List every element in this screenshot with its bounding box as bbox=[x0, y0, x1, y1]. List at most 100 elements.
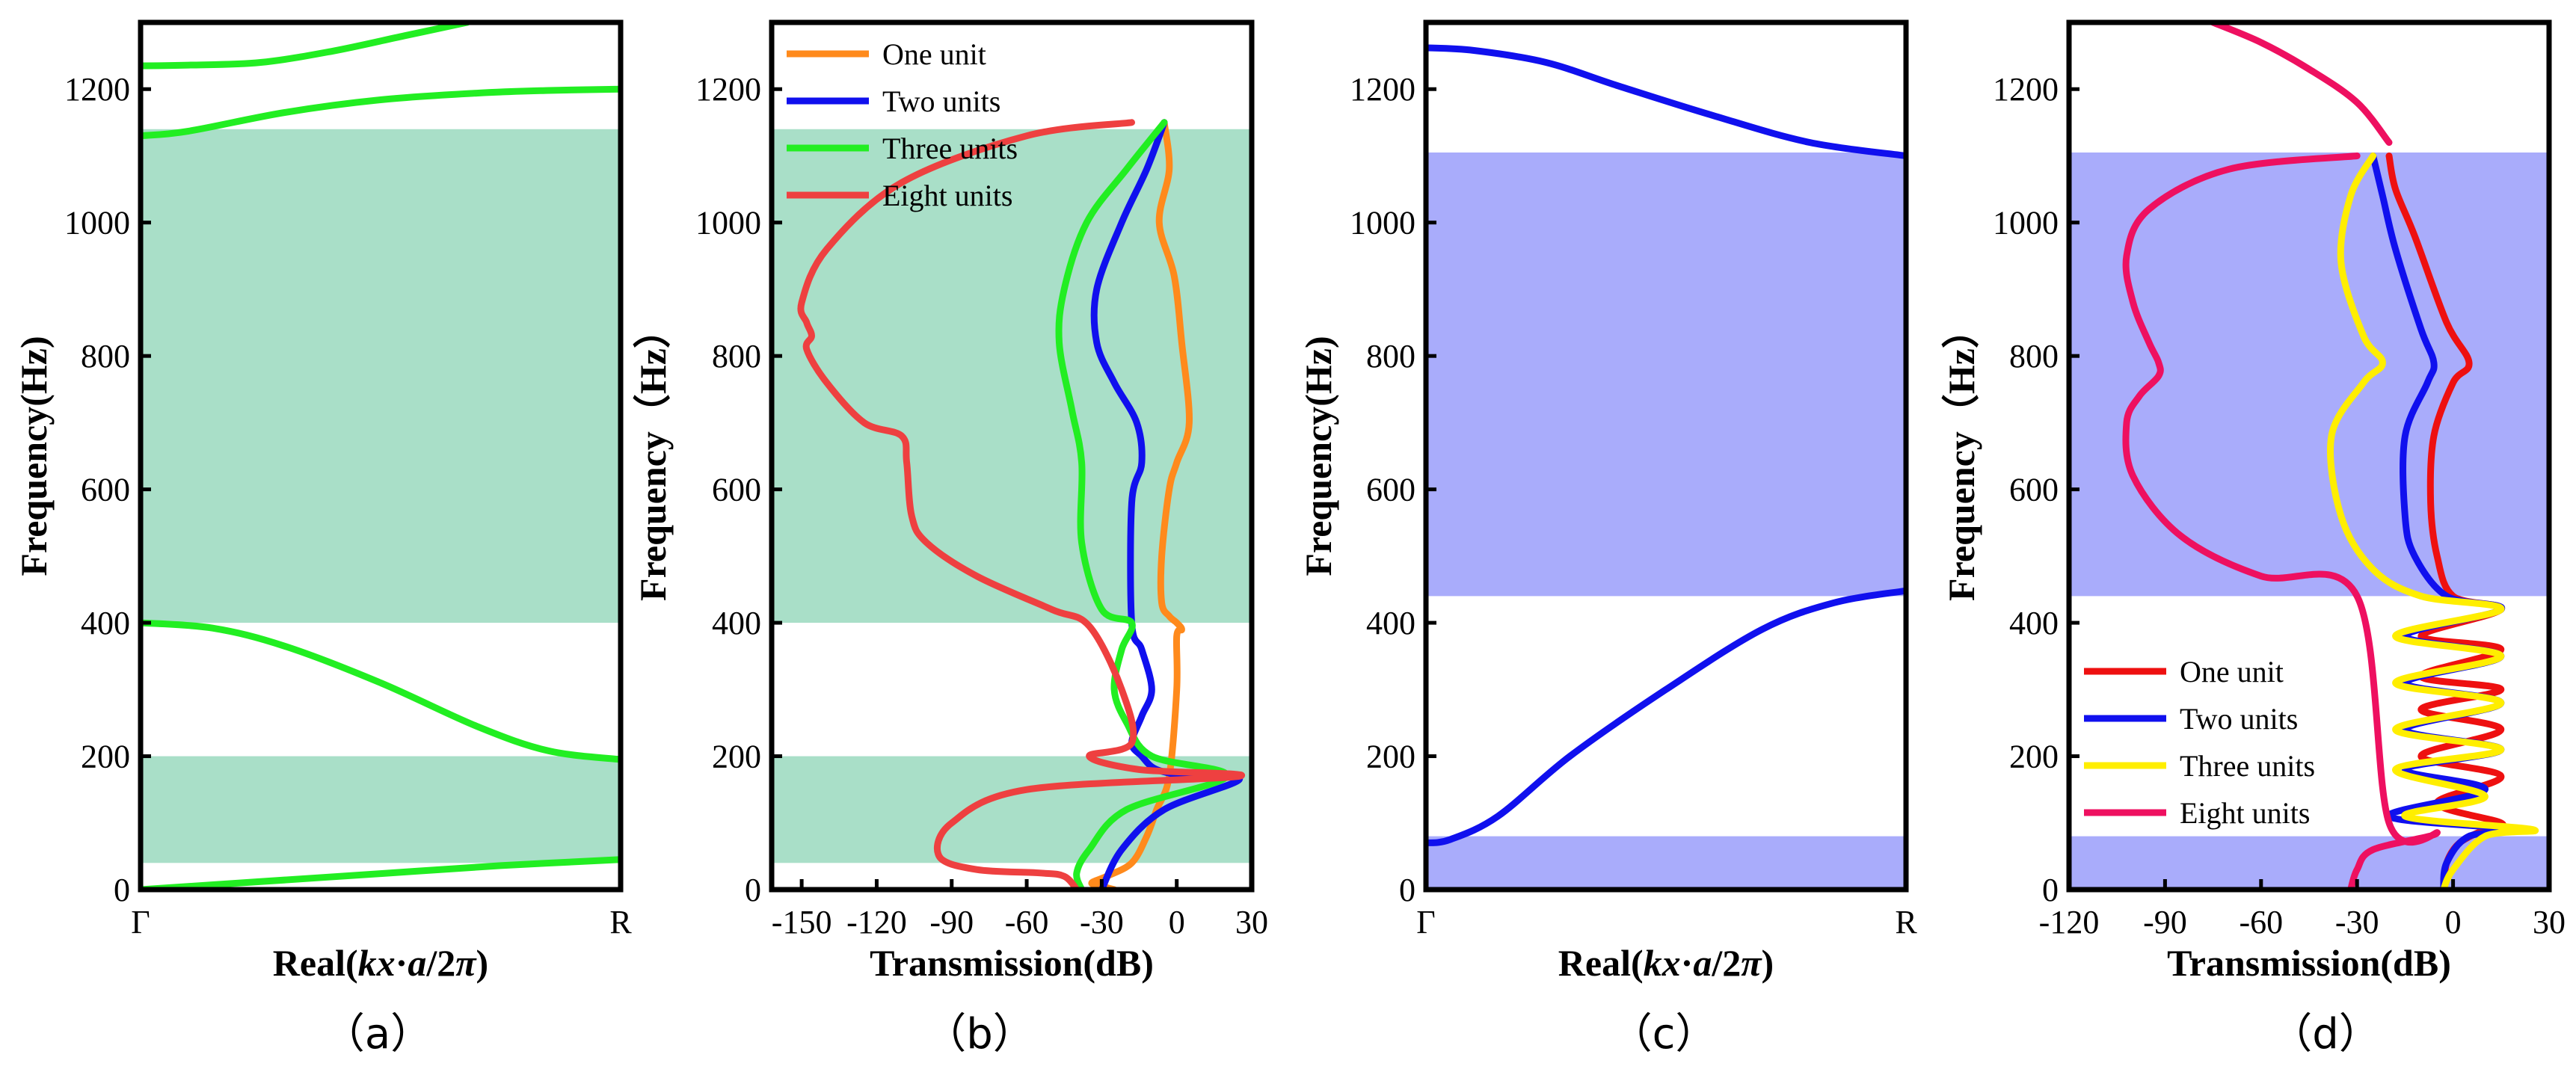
y-tick-label: 0 bbox=[745, 872, 761, 908]
x-tick-label: -90 bbox=[2143, 904, 2187, 940]
series-line-5 bbox=[2210, 22, 2393, 147]
y-tick-label: 800 bbox=[1366, 338, 1415, 375]
curves bbox=[141, 22, 621, 890]
y-tick-label: 400 bbox=[1366, 605, 1415, 641]
legend-label: Two units bbox=[2180, 702, 2298, 736]
y-tick-label: 200 bbox=[712, 739, 761, 775]
x-axis-label-part: ) bbox=[1762, 942, 1774, 984]
plot-frame bbox=[1423, 19, 1909, 893]
series-line-3 bbox=[2327, 153, 2539, 890]
series-line-3 bbox=[141, 85, 621, 140]
bandgap-region-1 bbox=[1426, 836, 1906, 890]
curves bbox=[797, 119, 1245, 890]
x-tick-label: R bbox=[609, 904, 632, 940]
y-tick-label: 1200 bbox=[1350, 71, 1415, 108]
x-tick-label: Γ bbox=[131, 904, 150, 940]
y-axis-label: Frequency（Hz） bbox=[1940, 311, 1982, 601]
x-tick-label: -120 bbox=[2039, 904, 2100, 940]
plot-frame bbox=[2066, 19, 2552, 893]
x-axis-label-part: π bbox=[455, 942, 477, 984]
x-axis-label: Transmission(dB) bbox=[2167, 942, 2451, 984]
panel-d: 0 200 400 600 800 1000 1200 -120 -90 -60 -30 0 30 Fre… bbox=[1940, 19, 2566, 1059]
y-tick-label: 200 bbox=[1366, 739, 1415, 775]
y-tick-label: 600 bbox=[2009, 472, 2059, 508]
bandgap-region-1 bbox=[141, 756, 621, 863]
legend-label: Eight units bbox=[2180, 796, 2310, 830]
x-axis-label-part: Real( bbox=[1558, 942, 1644, 984]
curves bbox=[1426, 44, 1906, 846]
x-axis-label-part: π bbox=[1741, 942, 1762, 984]
panel-a: 0 200 400 600 800 1000 1200 Γ R Frequency(Hz) Real… bbox=[13, 19, 632, 1059]
y-tick-label: 1000 bbox=[1993, 205, 2059, 241]
y-tick-label: 1200 bbox=[1993, 71, 2059, 108]
y-axis-label: Frequency（Hz） bbox=[632, 311, 674, 601]
x-tick-label: -90 bbox=[929, 904, 974, 940]
y-tick-label: 1200 bbox=[695, 71, 761, 108]
x-tick-label: R bbox=[1895, 904, 1917, 940]
x-tick-label: 0 bbox=[1169, 904, 1185, 940]
panel-caption: （b） bbox=[924, 1010, 1035, 1059]
legend-label: Two units bbox=[882, 84, 1000, 118]
legend-label: One unit bbox=[882, 37, 986, 71]
x-axis-label: Transmission(dB) bbox=[870, 942, 1154, 984]
x-tick-label: 30 bbox=[2533, 904, 2566, 940]
y-tick-label: 800 bbox=[712, 338, 761, 375]
x-axis-label-part: a bbox=[408, 942, 426, 984]
x-tick-label: -60 bbox=[1005, 904, 1049, 940]
y-axis-label: Frequency(Hz) bbox=[1297, 336, 1339, 576]
x-axis-label-part: Real( bbox=[273, 942, 358, 984]
bandgap-region-2 bbox=[2069, 153, 2549, 597]
y-tick-label: 800 bbox=[81, 338, 130, 375]
series-line-4 bbox=[797, 119, 1245, 890]
curves bbox=[2122, 22, 2539, 890]
panel-caption: （c） bbox=[1611, 1010, 1718, 1059]
series-line-1 bbox=[1088, 119, 1193, 890]
bandgap-region-2 bbox=[1426, 153, 1906, 597]
y-axis-label: Frequency(Hz) bbox=[13, 336, 55, 576]
x-axis-label-part: · bbox=[396, 942, 408, 984]
x-axis-label-part: /2 bbox=[1711, 942, 1741, 984]
panel-c: 0 200 400 600 800 1000 1200 Γ R Frequency(Hz) Real… bbox=[1297, 19, 1917, 1059]
y-tick-label: 1000 bbox=[64, 205, 130, 241]
plot-frame bbox=[769, 19, 1255, 893]
x-tick-label: 0 bbox=[2445, 904, 2462, 940]
x-axis-label: Real(kx·a/2π) bbox=[1558, 942, 1774, 984]
y-tick-label: 400 bbox=[2009, 605, 2059, 641]
y-tick-label: 200 bbox=[81, 739, 130, 775]
x-tick-label: Γ bbox=[1416, 904, 1435, 940]
legend-label: Eight units bbox=[882, 179, 1012, 212]
y-tick-label: 800 bbox=[2009, 338, 2059, 375]
panel-b: 0 200 400 600 800 1000 1200 -150 -120 -90 -60 -30 0 3… bbox=[632, 19, 1268, 1059]
y-tick-label: 0 bbox=[2042, 872, 2059, 908]
x-tick-label: -60 bbox=[2239, 904, 2283, 940]
x-tick-label: -30 bbox=[2335, 904, 2379, 940]
legend-label: Three units bbox=[2180, 749, 2315, 783]
y-tick-label: 600 bbox=[712, 472, 761, 508]
y-tick-label: 200 bbox=[2009, 739, 2059, 775]
y-tick-label: 0 bbox=[114, 872, 130, 908]
y-tick-label: 400 bbox=[712, 605, 761, 641]
panel-caption: （a） bbox=[323, 1010, 432, 1059]
x-axis-label-part: a bbox=[1693, 942, 1712, 984]
x-axis-label: Real(kx·a/2π) bbox=[273, 942, 488, 984]
series-line-4 bbox=[141, 22, 471, 70]
x-axis-label-part: /2 bbox=[425, 942, 455, 984]
y-tick-label: 1000 bbox=[1350, 205, 1415, 241]
x-axis-label-part: kx bbox=[358, 942, 396, 984]
x-tick-label: -120 bbox=[846, 904, 907, 940]
series-line-3 bbox=[1055, 119, 1231, 890]
x-tick-label: 30 bbox=[1235, 904, 1268, 940]
bandgap-region-2 bbox=[772, 129, 1252, 623]
series-line-2 bbox=[141, 619, 621, 763]
y-tick-label: 1200 bbox=[64, 71, 130, 108]
series-line-1 bbox=[141, 856, 621, 890]
y-tick-label: 0 bbox=[1399, 872, 1415, 908]
series-line-4 bbox=[2122, 153, 2441, 890]
y-tick-label: 400 bbox=[81, 605, 130, 641]
y-tick-label: 1000 bbox=[695, 205, 761, 241]
legend-label: One unit bbox=[2180, 655, 2284, 689]
legend: One unit Two units Three units Eight units bbox=[787, 37, 1018, 212]
series-line-2 bbox=[1426, 44, 1906, 159]
legend: One unit Two units Three units Eight units bbox=[2084, 655, 2315, 830]
